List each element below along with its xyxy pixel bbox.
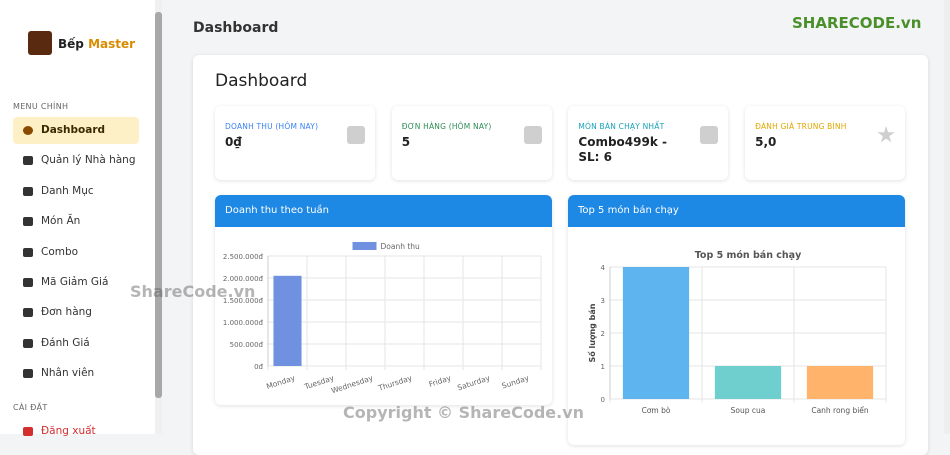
menu-item[interactable]: Món Ăn [13, 208, 139, 235]
watermark: ShareCode.vn [130, 282, 256, 301]
logout-text: Đăng xuất [41, 425, 96, 437]
bar [806, 366, 874, 399]
stat-value: 5 [401, 135, 411, 149]
menu-text: Đánh Giá [41, 336, 90, 349]
menu-icon [23, 369, 33, 379]
chart: 0đ 500.000đ 1.000.000đ 1.500.000đ 2.000.000đ… [223, 242, 542, 395]
bar [273, 275, 302, 366]
chart-card: Doanh thu theo tuần 0đ 500.000đ 1.000.000đ… [215, 195, 552, 405]
menu-icon [23, 156, 33, 166]
stat-icon [877, 126, 895, 143]
menu-item[interactable]: Mã Giảm Giá [13, 269, 139, 296]
menu-text: Đơn hàng [41, 306, 92, 319]
y-tick-label: 0đ [254, 363, 263, 371]
chart-header: Top 5 món bán chạy [568, 195, 905, 227]
menu-icon [23, 186, 33, 196]
section-label: MENU CHÍNH [13, 102, 69, 111]
menu-icon [23, 308, 33, 318]
stat-label: DOANH THU (HÔM NAY) [225, 122, 319, 131]
legend-swatch [352, 242, 377, 250]
menu-item[interactable]: Quản lý Nhà hàng [13, 147, 139, 174]
y-axis-label: Số lượng bán [587, 303, 597, 362]
watermark: Copyright © ShareCode.vn [343, 403, 585, 422]
x-tick-label: Saturday [456, 373, 491, 392]
stat-label: MÓN BÁN CHẠY NHẤT [578, 122, 665, 131]
menu-item[interactable]: Nhân viên [13, 360, 139, 387]
y-tick-label: 1.000.000đ [223, 319, 264, 327]
x-tick-label: Friday [428, 373, 453, 389]
menu-text: Dashboard [41, 124, 106, 136]
menu-text: Nhân viên [41, 367, 95, 380]
x-tick-label: Thursday [376, 373, 413, 393]
menu-icon [23, 217, 33, 227]
menu-icon [23, 338, 33, 348]
legend-text: Doanh thu [381, 242, 421, 251]
chart-card: Top 5 món bán chạy 0 1 2 3 4 Top 5 món bán ch… [568, 195, 905, 445]
x-tick-label: Monday [265, 373, 296, 391]
stat-card: DOANH THU (HÔM NAY) 0₫ [215, 106, 375, 180]
menu-icon [23, 126, 33, 135]
stat-icon [700, 126, 719, 144]
scrollbar[interactable] [944, 0, 950, 434]
brand-second: Master [88, 37, 136, 51]
x-tick-label: Soup cua [731, 406, 766, 415]
menu-text: Món Ăn [41, 215, 81, 228]
stat-card: ĐÁNH GIÁ TRUNG BÌNH 5,0 [745, 106, 906, 180]
y-tick-label: 2.000.000đ [223, 275, 264, 283]
chart: 0 1 2 3 4 Top 5 món bán chạy Số lượng bán Cơm b… [587, 250, 887, 415]
sidebar: Bếp Master MENU CHÍNH Dashboard Quản lý N… [0, 0, 162, 437]
stat-card: MÓN BÁN CHẠY NHẤT Combo499k - SL: 6 [568, 106, 729, 180]
y-tick-label: 2.500.000đ [223, 253, 264, 261]
menu-item[interactable]: Dashboard [13, 117, 139, 144]
stat-value: Combo499k - SL: 6 [578, 135, 667, 164]
stat-icon [523, 126, 542, 144]
header-title: Dashboard [193, 20, 279, 36]
brand-first: Bếp [58, 37, 84, 51]
x-tick-label: Sunday [501, 373, 531, 390]
menu-item[interactable]: Đơn hàng [13, 299, 139, 326]
bar [622, 267, 690, 399]
chart-header: Doanh thu theo tuần [215, 195, 552, 227]
menu-text: Quản lý Nhà hàng [41, 154, 136, 167]
logout[interactable]: Đăng xuất [13, 418, 139, 445]
bar [714, 366, 782, 399]
logo [28, 31, 52, 55]
y-tick-label: 1.500.000đ [223, 297, 264, 305]
x-tick-label: Wednesday [330, 373, 375, 395]
stat-label: ĐÁNH GIÁ TRUNG BÌNH [755, 122, 847, 131]
content-title: Dashboard [215, 71, 308, 91]
y-tick-label: 0 [601, 396, 605, 404]
menu-text: Danh Mục [41, 184, 94, 197]
y-tick-label: 1 [601, 363, 605, 371]
stat-value: 0₫ [225, 135, 242, 149]
stat-card: ĐƠN HÀNG (HÔM NAY) 5 [391, 106, 552, 180]
menu-text: Combo [41, 245, 79, 258]
y-tick-label: 3 [601, 297, 605, 305]
y-tick-label: 2 [601, 330, 605, 338]
section-label: CÀI ĐẶT [13, 403, 48, 412]
menu-item[interactable]: Danh Mục [13, 178, 139, 205]
brand: Bếp Master [58, 37, 135, 51]
menu-icon [23, 278, 33, 287]
chart-title: Top 5 món bán chạy [695, 250, 802, 261]
y-tick-label: 4 [601, 264, 606, 272]
x-tick-label: Cơm bò [642, 406, 671, 415]
y-tick-label: 500.000đ [230, 341, 264, 349]
menu-item[interactable]: Combo [13, 239, 139, 266]
menu-text: Mã Giảm Giá [41, 276, 109, 288]
scrollbar[interactable] [155, 0, 162, 434]
stat-icon [347, 126, 365, 144]
menu-icon [23, 247, 33, 257]
stat-label: ĐƠN HÀNG (HÔM NAY) [401, 122, 492, 131]
x-tick-label: Canh rong biển [811, 406, 869, 415]
stat-value: 5,0 [755, 135, 777, 149]
menu-item[interactable]: Đánh Giá [13, 330, 139, 357]
watermark-logo: SHARECODE.vn [792, 14, 922, 32]
